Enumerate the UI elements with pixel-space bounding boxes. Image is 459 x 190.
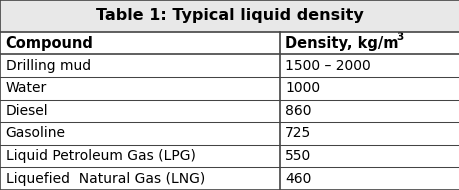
Text: Gasoline: Gasoline xyxy=(6,127,65,140)
Text: Diesel: Diesel xyxy=(6,104,48,118)
Bar xyxy=(0,77,279,100)
Text: 1000: 1000 xyxy=(285,81,319,95)
Bar xyxy=(0,0,459,32)
Bar xyxy=(279,77,459,100)
Bar xyxy=(0,145,279,167)
Text: 3: 3 xyxy=(396,32,403,42)
Text: Liquid Petroleum Gas (LPG): Liquid Petroleum Gas (LPG) xyxy=(6,149,195,163)
Text: 460: 460 xyxy=(285,172,311,186)
Bar xyxy=(0,167,279,190)
Text: Water: Water xyxy=(6,81,47,95)
Bar xyxy=(0,32,279,54)
Text: 550: 550 xyxy=(285,149,311,163)
Text: Table 1: Typical liquid density: Table 1: Typical liquid density xyxy=(96,9,363,23)
Bar xyxy=(279,32,459,54)
Bar xyxy=(0,100,279,122)
Bar xyxy=(0,122,279,145)
Text: 1500 – 2000: 1500 – 2000 xyxy=(285,59,370,73)
Bar xyxy=(0,54,279,77)
Text: Compound: Compound xyxy=(6,36,93,51)
Text: Liquefied  Natural Gas (LNG): Liquefied Natural Gas (LNG) xyxy=(6,172,204,186)
Text: Density, kg/m: Density, kg/m xyxy=(285,36,398,51)
Bar xyxy=(279,122,459,145)
Text: 725: 725 xyxy=(285,127,311,140)
Bar xyxy=(279,145,459,167)
Bar xyxy=(279,167,459,190)
Bar xyxy=(279,100,459,122)
Text: 860: 860 xyxy=(285,104,311,118)
Text: Drilling mud: Drilling mud xyxy=(6,59,90,73)
Bar xyxy=(279,54,459,77)
